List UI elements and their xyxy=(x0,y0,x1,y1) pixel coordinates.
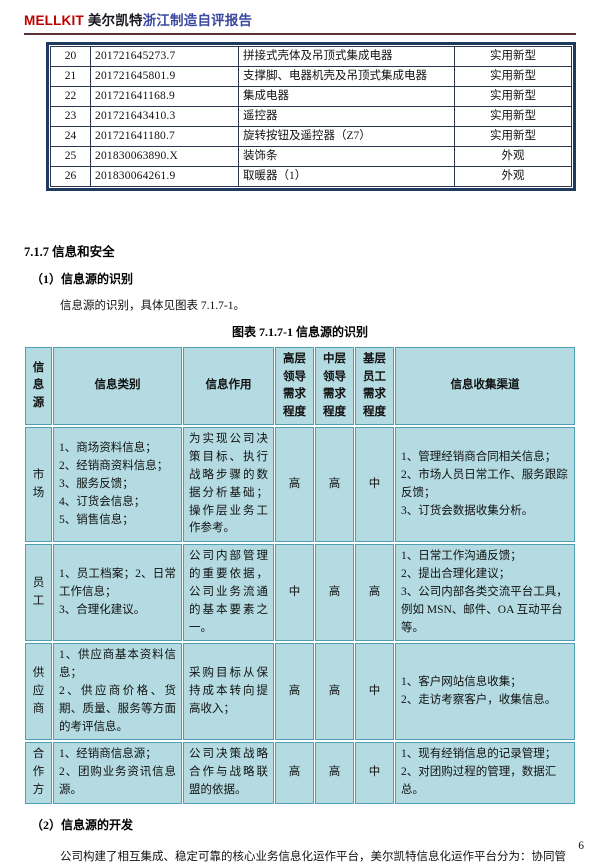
base-level-cell: 中 xyxy=(355,742,394,804)
paragraph-platform: 公司构建了相互集成、稳定可靠的核心业务信息化运作平台，美尔凯特信息化运作平台分为… xyxy=(60,850,566,863)
channel-cell: 1、客户网站信息收集； 2、走访考察客户，收集信息。 xyxy=(395,643,575,741)
patent-number-cell: 201721645801.9 xyxy=(90,66,239,87)
info-row-partner: 合作方 1、经销商信息源； 2、团购业务资讯信息源。 公司决策战略合作与战略联盟… xyxy=(25,742,575,804)
report-title-black: 美尔凯特 xyxy=(83,13,143,28)
report-title-blue: 浙江制造自评报告 xyxy=(142,13,253,28)
mid-level-cell: 高 xyxy=(315,643,354,741)
patent-type-cell: 实用新型 xyxy=(454,46,572,67)
high-level-cell: 高 xyxy=(275,427,314,543)
patent-name-cell: 取暖器（1） xyxy=(238,166,455,187)
patent-name-cell: 集成电器 xyxy=(238,86,455,107)
high-level-cell: 高 xyxy=(275,643,314,741)
patent-no-cell: 25 xyxy=(50,146,91,167)
subsection-2-heading: （2）信息源的开发 xyxy=(31,817,134,832)
category-cell: 1、供应商基本资料信息； 2、供应商价格、货期、质量、服务等方面的考评信息。 xyxy=(53,643,182,741)
patent-row: 25 201830063890.X 装饰条 外观 xyxy=(50,146,572,167)
role-cell: 公司决策战略合作与战略联盟的依据。 xyxy=(183,742,274,804)
channel-cell: 1、日常工作沟通反馈； 2、提出合理化建议； 3、公司内部各类交流平台工具，例如… xyxy=(395,544,575,642)
table-caption: 图表 7.1.7-1 信息源的识别 xyxy=(232,325,368,340)
patent-no-cell: 21 xyxy=(50,66,91,87)
patent-name-cell: 旋转按钮及遥控器（Z7） xyxy=(238,126,455,147)
patent-name-cell: 装饰条 xyxy=(238,146,455,167)
source-cell: 员工 xyxy=(25,544,52,642)
role-cell: 采购目标从保持成本转向提高收入； xyxy=(183,643,274,741)
patent-number-cell: 201830063890.X xyxy=(90,146,239,167)
patent-type-cell: 实用新型 xyxy=(454,126,572,147)
mid-level-cell: 高 xyxy=(315,742,354,804)
patent-number-cell: 201721641168.9 xyxy=(90,86,239,107)
source-cell: 合作方 xyxy=(25,742,52,804)
high-level-cell: 中 xyxy=(275,544,314,642)
source-cell: 供应商 xyxy=(25,643,52,741)
info-row-employee: 员工 1、员工档案；2、日常工作信息； 3、合理化建议。 公司内部管理的重要依据… xyxy=(25,544,575,642)
section-heading: 7.1.7 信息和安全 xyxy=(24,245,115,259)
info-row-supplier: 供应商 1、供应商基本资料信息； 2、供应商价格、货期、质量、服务等方面的考评信… xyxy=(25,643,575,741)
header-role-cell: 信息作用 xyxy=(183,347,274,426)
patent-row: 26 201830064261.9 取暖器（1） 外观 xyxy=(50,166,572,187)
patent-row: 20 201721645273.7 拼接式壳体及吊顶式集成电器 实用新型 xyxy=(50,46,572,67)
patent-row: 22 201721641168.9 集成电器 实用新型 xyxy=(50,86,572,107)
category-cell: 1、经销商信息源； 2、团购业务资讯信息源。 xyxy=(53,742,182,804)
mid-level-cell: 高 xyxy=(315,427,354,543)
patent-name-cell: 拼接式壳体及吊顶式集成电器 xyxy=(238,46,455,67)
category-cell: 1、商场资料信息； 2、经销商资料信息； 3、服务反馈； 4、订货会信息； 5、… xyxy=(53,427,182,543)
patent-table: 20 201721645273.7 拼接式壳体及吊顶式集成电器 实用新型 21 … xyxy=(50,46,572,187)
patent-no-cell: 20 xyxy=(50,46,91,67)
source-cell: 市场 xyxy=(25,427,52,543)
patent-type-cell: 外观 xyxy=(454,166,572,187)
patent-name-cell: 遥控器 xyxy=(238,106,455,127)
info-row-market: 市场 1、商场资料信息； 2、经销商资料信息； 3、服务反馈； 4、订货会信息；… xyxy=(25,427,575,543)
header-source-cell: 信息源 xyxy=(25,347,52,426)
patent-no-cell: 24 xyxy=(50,126,91,147)
base-level-cell: 中 xyxy=(355,427,394,543)
patent-no-cell: 23 xyxy=(50,106,91,127)
role-cell: 为实现公司决策目标、执行战略步骤的数据分析基础；操作层业务工作参考。 xyxy=(183,427,274,543)
patent-type-cell: 实用新型 xyxy=(454,66,572,87)
mid-level-cell: 高 xyxy=(315,544,354,642)
header-channel-cell: 信息收集渠道 xyxy=(395,347,575,426)
role-cell: 公司内部管理的重要依据，公司业务流通的基本要素之一。 xyxy=(183,544,274,642)
patent-no-cell: 26 xyxy=(50,166,91,187)
patent-row: 24 201721641180.7 旋转按钮及遥控器（Z7） 实用新型 xyxy=(50,126,572,147)
header-high-level-cell: 高层领导需求程度 xyxy=(275,347,314,426)
patent-type-cell: 外观 xyxy=(454,146,572,167)
header-category-cell: 信息类别 xyxy=(53,347,182,426)
base-level-cell: 高 xyxy=(355,544,394,642)
patent-row: 21 201721645801.9 支撑脚、电器机壳及吊顶式集成电器 实用新型 xyxy=(50,66,572,87)
category-cell: 1、员工档案；2、日常工作信息； 3、合理化建议。 xyxy=(53,544,182,642)
patent-type-cell: 实用新型 xyxy=(454,106,572,127)
header-mid-level-cell: 中层领导需求程度 xyxy=(315,347,354,426)
brand-logo-text: MELLKIT xyxy=(24,13,84,28)
patent-row: 23 201721643410.3 遥控器 实用新型 xyxy=(50,106,572,127)
patent-number-cell: 201721641180.7 xyxy=(90,126,239,147)
report-header: MELLKIT 美尔凯特浙江制造自评报告 xyxy=(24,9,576,35)
patent-no-cell: 22 xyxy=(50,86,91,107)
paragraph-intro: 信息源的识别，具体见图表 7.1.7-1。 xyxy=(60,300,245,312)
info-header-row: 信息源 信息类别 信息作用 高层领导需求程度 中层领导需求程度 基层员工需求程度… xyxy=(25,347,575,426)
patent-type-cell: 实用新型 xyxy=(454,86,572,107)
patent-number-cell: 201830064261.9 xyxy=(90,166,239,187)
high-level-cell: 高 xyxy=(275,742,314,804)
patent-number-cell: 201721645273.7 xyxy=(90,46,239,67)
patent-table-frame: 20 201721645273.7 拼接式壳体及吊顶式集成电器 实用新型 21 … xyxy=(46,42,576,191)
subsection-1-heading: （1）信息源的识别 xyxy=(31,272,134,286)
channel-cell: 1、管理经销商合同相关信息； 2、市场人员日常工作、服务跟踪反馈； 3、订货会数… xyxy=(395,427,575,543)
channel-cell: 1、现有经销信息的记录管理； 2、对团购过程的管理，数据汇总。 xyxy=(395,742,575,804)
patent-name-cell: 支撑脚、电器机壳及吊顶式集成电器 xyxy=(238,66,455,87)
header-base-level-cell: 基层员工需求程度 xyxy=(355,347,394,426)
info-source-table: 信息源 信息类别 信息作用 高层领导需求程度 中层领导需求程度 基层员工需求程度… xyxy=(24,345,576,806)
page-number: 6 xyxy=(578,840,584,852)
base-level-cell: 中 xyxy=(355,643,394,741)
patent-number-cell: 201721643410.3 xyxy=(90,106,239,127)
